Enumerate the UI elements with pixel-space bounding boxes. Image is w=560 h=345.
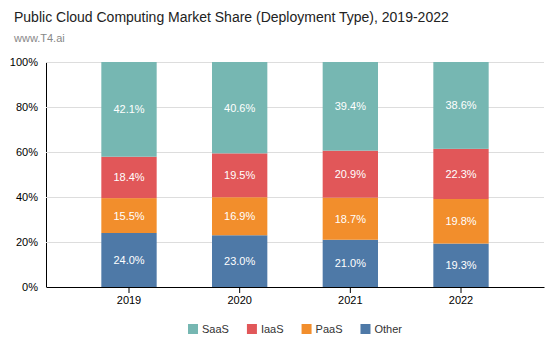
- legend-label: PaaS: [316, 323, 343, 335]
- series-bars: [101, 197, 488, 243]
- data-label: 39.4%: [335, 100, 366, 112]
- legend-item: IaaS: [247, 323, 284, 335]
- subtitle: www.T4.ai: [13, 32, 65, 44]
- data-label: 24.0%: [113, 254, 144, 266]
- x-tick: 2022: [449, 287, 473, 306]
- grid-line: [46, 287, 544, 288]
- bar: [433, 244, 488, 287]
- x-tick: 2019: [117, 287, 141, 306]
- data-label: 20.9%: [335, 168, 366, 180]
- x-axis: 2019 2020 2021 2022: [47, 287, 545, 306]
- y-tick-label: 60%: [16, 146, 38, 158]
- y-tick-label: 100%: [10, 56, 38, 68]
- series-bars: [101, 233, 488, 287]
- data-label: 42.1%: [113, 103, 144, 115]
- chart-container: Public Cloud Computing Market Share (Dep…: [0, 0, 560, 345]
- y-axis: 0% 20% 40% 60% 80% 100%: [10, 56, 544, 293]
- legend-swatch: [360, 324, 370, 334]
- series-bars: [101, 149, 488, 199]
- data-label: 19.5%: [224, 169, 255, 181]
- x-axis-line: [47, 287, 545, 288]
- bar: [101, 157, 156, 198]
- bar: [212, 153, 267, 197]
- legend: SaaS IaaS PaaS Other: [188, 323, 402, 335]
- x-tick: 2020: [227, 287, 251, 306]
- legend-swatch: [188, 324, 198, 334]
- data-label: 18.7%: [335, 213, 366, 225]
- legend-label: SaaS: [202, 323, 229, 335]
- data-label: 38.6%: [445, 99, 476, 111]
- data-label: 18.4%: [113, 171, 144, 183]
- bar: [323, 151, 378, 198]
- legend-swatch: [302, 324, 312, 334]
- x-tick-label: 2021: [338, 294, 362, 306]
- bar: [433, 199, 488, 244]
- bar: [433, 149, 488, 199]
- series-bars: [101, 62, 488, 157]
- x-tick-mark: [350, 287, 351, 293]
- bar: [433, 62, 488, 149]
- bar: [101, 233, 156, 287]
- data-label: 16.9%: [224, 210, 255, 222]
- x-tick-mark: [239, 287, 240, 293]
- bar: [212, 235, 267, 287]
- bars: [101, 62, 488, 287]
- x-tick-label: 2020: [227, 294, 251, 306]
- bar: [212, 62, 267, 153]
- y-tick-label: 0%: [22, 281, 38, 293]
- bar: [101, 62, 156, 157]
- data-labels: 24.0% 23.0% 21.0% 19.3% 15.5% 16.9% 18.7% 19.8%…: [113, 99, 476, 271]
- legend-item: PaaS: [302, 323, 343, 335]
- chart-svg: Public Cloud Computing Market Share (Dep…: [0, 0, 560, 345]
- legend-label: IaaS: [261, 323, 284, 335]
- y-tick-label: 80%: [16, 101, 38, 113]
- data-label: 40.6%: [224, 102, 255, 114]
- x-tick-mark: [129, 287, 130, 293]
- y-axis-line: [46, 63, 47, 288]
- legend-label: Other: [374, 323, 402, 335]
- bar: [323, 240, 378, 287]
- data-label: 22.3%: [445, 168, 476, 180]
- y-tick-label: 20%: [16, 236, 38, 248]
- bar: [323, 62, 378, 151]
- x-tick-label: 2022: [449, 294, 473, 306]
- data-label: 23.0%: [224, 255, 255, 267]
- legend-item: SaaS: [188, 323, 229, 335]
- bar: [323, 198, 378, 240]
- data-label: 15.5%: [113, 210, 144, 222]
- data-label: 21.0%: [335, 257, 366, 269]
- x-tick: 2021: [338, 287, 362, 306]
- x-tick-label: 2019: [117, 294, 141, 306]
- y-tick-label: 40%: [16, 191, 38, 203]
- data-label: 19.8%: [445, 215, 476, 227]
- bar: [212, 197, 267, 235]
- plot-area: 0% 20% 40% 60% 80% 100% 24.0% 23.0% 21.0% 19.3% 15…: [10, 56, 545, 306]
- title: Public Cloud Computing Market Share (Dep…: [14, 9, 449, 25]
- legend-item: Other: [360, 323, 402, 335]
- bar: [101, 198, 156, 233]
- data-label: 19.3%: [445, 259, 476, 271]
- legend-swatch: [247, 324, 257, 334]
- x-tick-mark: [461, 287, 462, 293]
